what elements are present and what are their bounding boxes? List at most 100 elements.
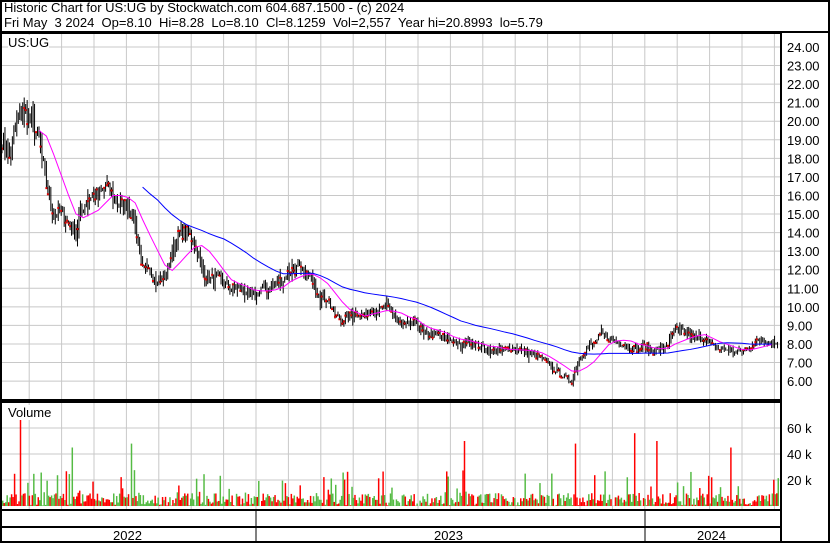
volume-bar xyxy=(623,499,626,506)
volume-bar xyxy=(483,502,485,506)
volume-bar xyxy=(308,502,310,506)
volume-bar xyxy=(657,496,660,506)
volume-tick-label: 20 k xyxy=(787,473,812,488)
volume-bar xyxy=(443,503,445,506)
volume-bar xyxy=(522,498,525,506)
volume-bar xyxy=(743,498,745,506)
volume-bar xyxy=(360,500,362,506)
volume-bar xyxy=(179,499,182,506)
close-tick xyxy=(499,349,502,352)
volume-bar xyxy=(139,495,142,506)
moving-average-long xyxy=(142,186,772,355)
volume-bar xyxy=(411,501,414,506)
volume-bar xyxy=(178,485,180,506)
volume-bar xyxy=(256,496,259,506)
volume-bar xyxy=(172,500,174,506)
volume-bar xyxy=(774,494,777,506)
close-tick xyxy=(335,314,338,317)
volume-bar xyxy=(678,501,680,506)
volume-bar xyxy=(386,505,389,506)
close-tick xyxy=(505,346,508,349)
volume-bar xyxy=(426,493,429,506)
volume-bar xyxy=(104,502,106,506)
volume-bar xyxy=(761,495,763,506)
price-tick-label: 9.00 xyxy=(787,318,812,333)
volume-bar xyxy=(195,478,198,506)
close-tick xyxy=(183,226,186,229)
close-tick xyxy=(544,358,547,361)
close-tick xyxy=(553,370,556,373)
volume-bar xyxy=(682,486,685,506)
close-tick xyxy=(325,300,328,303)
volume-bar xyxy=(477,496,479,506)
volume-bar xyxy=(284,483,287,506)
volume-bar xyxy=(636,501,639,506)
volume-bar xyxy=(454,502,457,506)
volume-bar xyxy=(157,497,159,506)
volume-bar xyxy=(530,494,532,506)
volume-bar xyxy=(511,502,513,506)
close-tick xyxy=(702,339,705,342)
volume-bar xyxy=(246,501,248,506)
close-tick xyxy=(647,349,650,352)
close-tick xyxy=(507,347,510,350)
close-tick xyxy=(147,267,150,270)
volume-bar xyxy=(212,502,214,506)
volume-bar xyxy=(59,496,62,506)
close-tick xyxy=(381,305,384,308)
volume-bar xyxy=(108,499,111,506)
volume-bar xyxy=(539,483,541,506)
volume-bar xyxy=(648,499,651,506)
volume-bar xyxy=(41,505,44,506)
volume-bar xyxy=(209,501,211,506)
volume-bar xyxy=(15,494,17,506)
volume-bar xyxy=(557,494,559,506)
volume-bar xyxy=(28,495,31,506)
volume-bar xyxy=(650,486,652,506)
volume-bar xyxy=(620,497,623,506)
price-tick-label: 14.00 xyxy=(787,226,820,241)
volume-bar xyxy=(475,503,478,506)
volume-bar xyxy=(746,504,748,506)
close-tick xyxy=(582,354,585,357)
volume-bar xyxy=(662,494,664,506)
close-tick xyxy=(341,322,344,325)
year-label-2023: 2023 xyxy=(434,528,463,543)
volume-bar xyxy=(290,493,293,506)
volume-bar xyxy=(496,499,498,506)
volume-bar xyxy=(293,495,296,506)
close-tick xyxy=(279,276,282,279)
volume-bar xyxy=(389,493,392,506)
volume-bar xyxy=(594,475,596,506)
volume-bar xyxy=(268,496,270,506)
volume-bar xyxy=(105,499,108,506)
volume-label: Volume xyxy=(8,405,52,420)
volume-bar xyxy=(666,503,668,506)
volume-bar xyxy=(261,500,263,506)
volume-bar xyxy=(561,505,563,506)
volume-bar xyxy=(586,500,589,506)
volume-bar xyxy=(676,482,679,506)
volume-bar xyxy=(571,505,574,506)
volume-bar xyxy=(675,495,677,506)
volume-bar xyxy=(61,498,63,506)
close-tick xyxy=(519,347,521,350)
volume-bar xyxy=(665,502,667,506)
volume-bar xyxy=(130,443,133,506)
volume-bar xyxy=(176,492,179,506)
volume-bar xyxy=(253,496,256,506)
volume-bar xyxy=(329,494,331,506)
volume-bar xyxy=(24,493,26,506)
price-tick-label: 21.00 xyxy=(787,96,820,111)
volume-bar xyxy=(509,504,512,506)
volume-bar xyxy=(559,498,562,506)
volume-bar xyxy=(382,471,384,506)
volume-bar xyxy=(145,502,148,506)
close-tick xyxy=(227,286,230,289)
volume-bar xyxy=(215,493,217,506)
volume-bar xyxy=(229,501,232,506)
volume-bar xyxy=(742,498,744,506)
close-tick xyxy=(159,280,162,283)
volume-bar xyxy=(580,502,583,506)
close-tick xyxy=(294,273,297,276)
